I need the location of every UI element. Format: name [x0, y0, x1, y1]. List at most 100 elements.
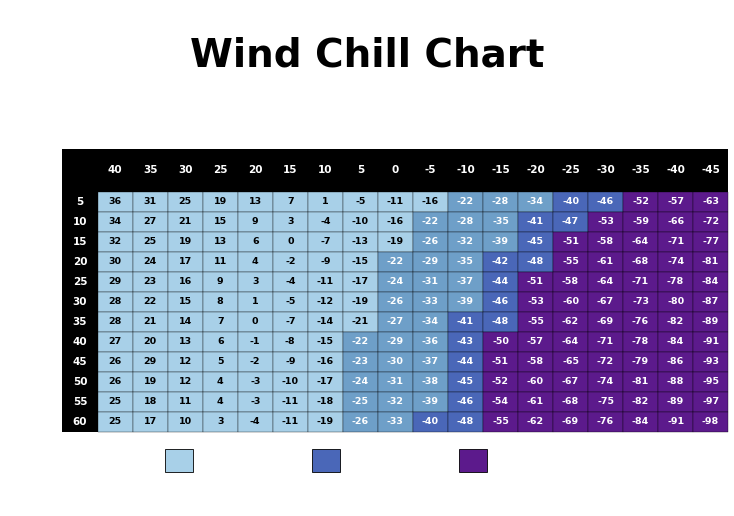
Bar	[308, 312, 343, 332]
Text: -19: -19	[387, 237, 404, 247]
Bar	[133, 392, 167, 412]
Text: -26: -26	[422, 237, 439, 247]
Bar	[658, 312, 693, 332]
Text: -47: -47	[562, 217, 579, 227]
Text: 10 minutes: 10 minutes	[349, 454, 415, 467]
Bar	[693, 312, 728, 332]
Bar	[693, 412, 728, 432]
Text: Temperature (°F): Temperature (°F)	[328, 130, 462, 143]
Text: -22: -22	[387, 257, 404, 266]
Text: 24: 24	[144, 257, 157, 266]
Text: 25: 25	[213, 166, 228, 175]
Bar	[483, 372, 518, 392]
Bar	[308, 332, 343, 352]
Bar	[238, 392, 273, 412]
Text: 31: 31	[144, 198, 157, 206]
Bar	[273, 252, 308, 272]
Text: -46: -46	[492, 297, 509, 307]
Bar	[343, 232, 378, 252]
Bar	[238, 372, 273, 392]
Text: -71: -71	[667, 237, 684, 247]
Text: -44: -44	[457, 358, 474, 366]
Text: 6: 6	[252, 237, 258, 247]
Bar	[518, 312, 553, 332]
Text: 15: 15	[214, 217, 227, 227]
Bar	[273, 232, 308, 252]
Bar	[62, 372, 98, 392]
Bar	[308, 372, 343, 392]
Bar	[448, 412, 483, 432]
Bar	[203, 212, 238, 232]
Text: -41: -41	[527, 217, 544, 227]
Text: -50: -50	[492, 337, 509, 346]
Bar	[448, 392, 483, 412]
Bar	[165, 449, 193, 472]
Text: -55: -55	[527, 317, 544, 327]
Bar	[413, 372, 448, 392]
Bar	[308, 252, 343, 272]
Text: -48: -48	[457, 417, 474, 426]
Bar	[273, 352, 308, 372]
Text: -9: -9	[285, 358, 296, 366]
Bar	[483, 212, 518, 232]
Bar	[518, 372, 553, 392]
Bar	[553, 252, 588, 272]
Bar	[658, 192, 693, 212]
Bar	[483, 312, 518, 332]
Text: -11: -11	[282, 417, 299, 426]
Bar	[518, 412, 553, 432]
Text: 3: 3	[217, 417, 223, 426]
Bar	[693, 332, 728, 352]
Bar	[238, 312, 273, 332]
Bar	[623, 272, 658, 292]
Bar	[308, 292, 343, 312]
Text: 9: 9	[217, 278, 224, 286]
Bar	[238, 252, 273, 272]
Bar	[343, 332, 378, 352]
Bar	[203, 352, 238, 372]
Text: -19: -19	[317, 417, 334, 426]
Bar	[98, 292, 133, 312]
Bar	[588, 292, 623, 312]
Text: 30 minutes: 30 minutes	[202, 454, 269, 467]
Text: 4: 4	[217, 397, 224, 407]
Bar	[98, 272, 133, 292]
Bar	[413, 272, 448, 292]
Text: 21: 21	[178, 217, 192, 227]
Bar	[167, 252, 203, 272]
Text: 40: 40	[108, 166, 123, 175]
Bar	[98, 232, 133, 252]
Text: 19: 19	[178, 237, 192, 247]
Bar	[273, 372, 308, 392]
Bar	[658, 372, 693, 392]
Text: -84: -84	[667, 337, 684, 346]
Text: 1: 1	[252, 297, 258, 307]
Text: -48: -48	[527, 257, 544, 266]
Text: -91: -91	[667, 417, 684, 426]
Text: -62: -62	[562, 317, 579, 327]
Text: -25: -25	[352, 397, 368, 407]
Text: -36: -36	[422, 337, 439, 346]
Text: 23: 23	[144, 278, 157, 286]
Text: -86: -86	[667, 358, 684, 366]
Bar	[588, 212, 623, 232]
Bar	[378, 352, 413, 372]
Bar	[623, 212, 658, 232]
Text: -62: -62	[527, 417, 544, 426]
Bar	[273, 412, 308, 432]
Bar	[553, 352, 588, 372]
Bar	[167, 212, 203, 232]
Bar	[693, 212, 728, 232]
Text: -21: -21	[352, 317, 369, 327]
Text: -55: -55	[562, 257, 579, 266]
Text: 30: 30	[73, 297, 87, 307]
Text: 45: 45	[73, 357, 87, 367]
Bar	[413, 292, 448, 312]
Text: -45: -45	[701, 166, 720, 175]
Text: -52: -52	[632, 198, 649, 206]
Text: -98: -98	[702, 417, 719, 426]
Text: -97: -97	[702, 397, 719, 407]
Bar	[62, 252, 98, 272]
Text: -16: -16	[387, 217, 404, 227]
Text: -91: -91	[702, 337, 719, 346]
